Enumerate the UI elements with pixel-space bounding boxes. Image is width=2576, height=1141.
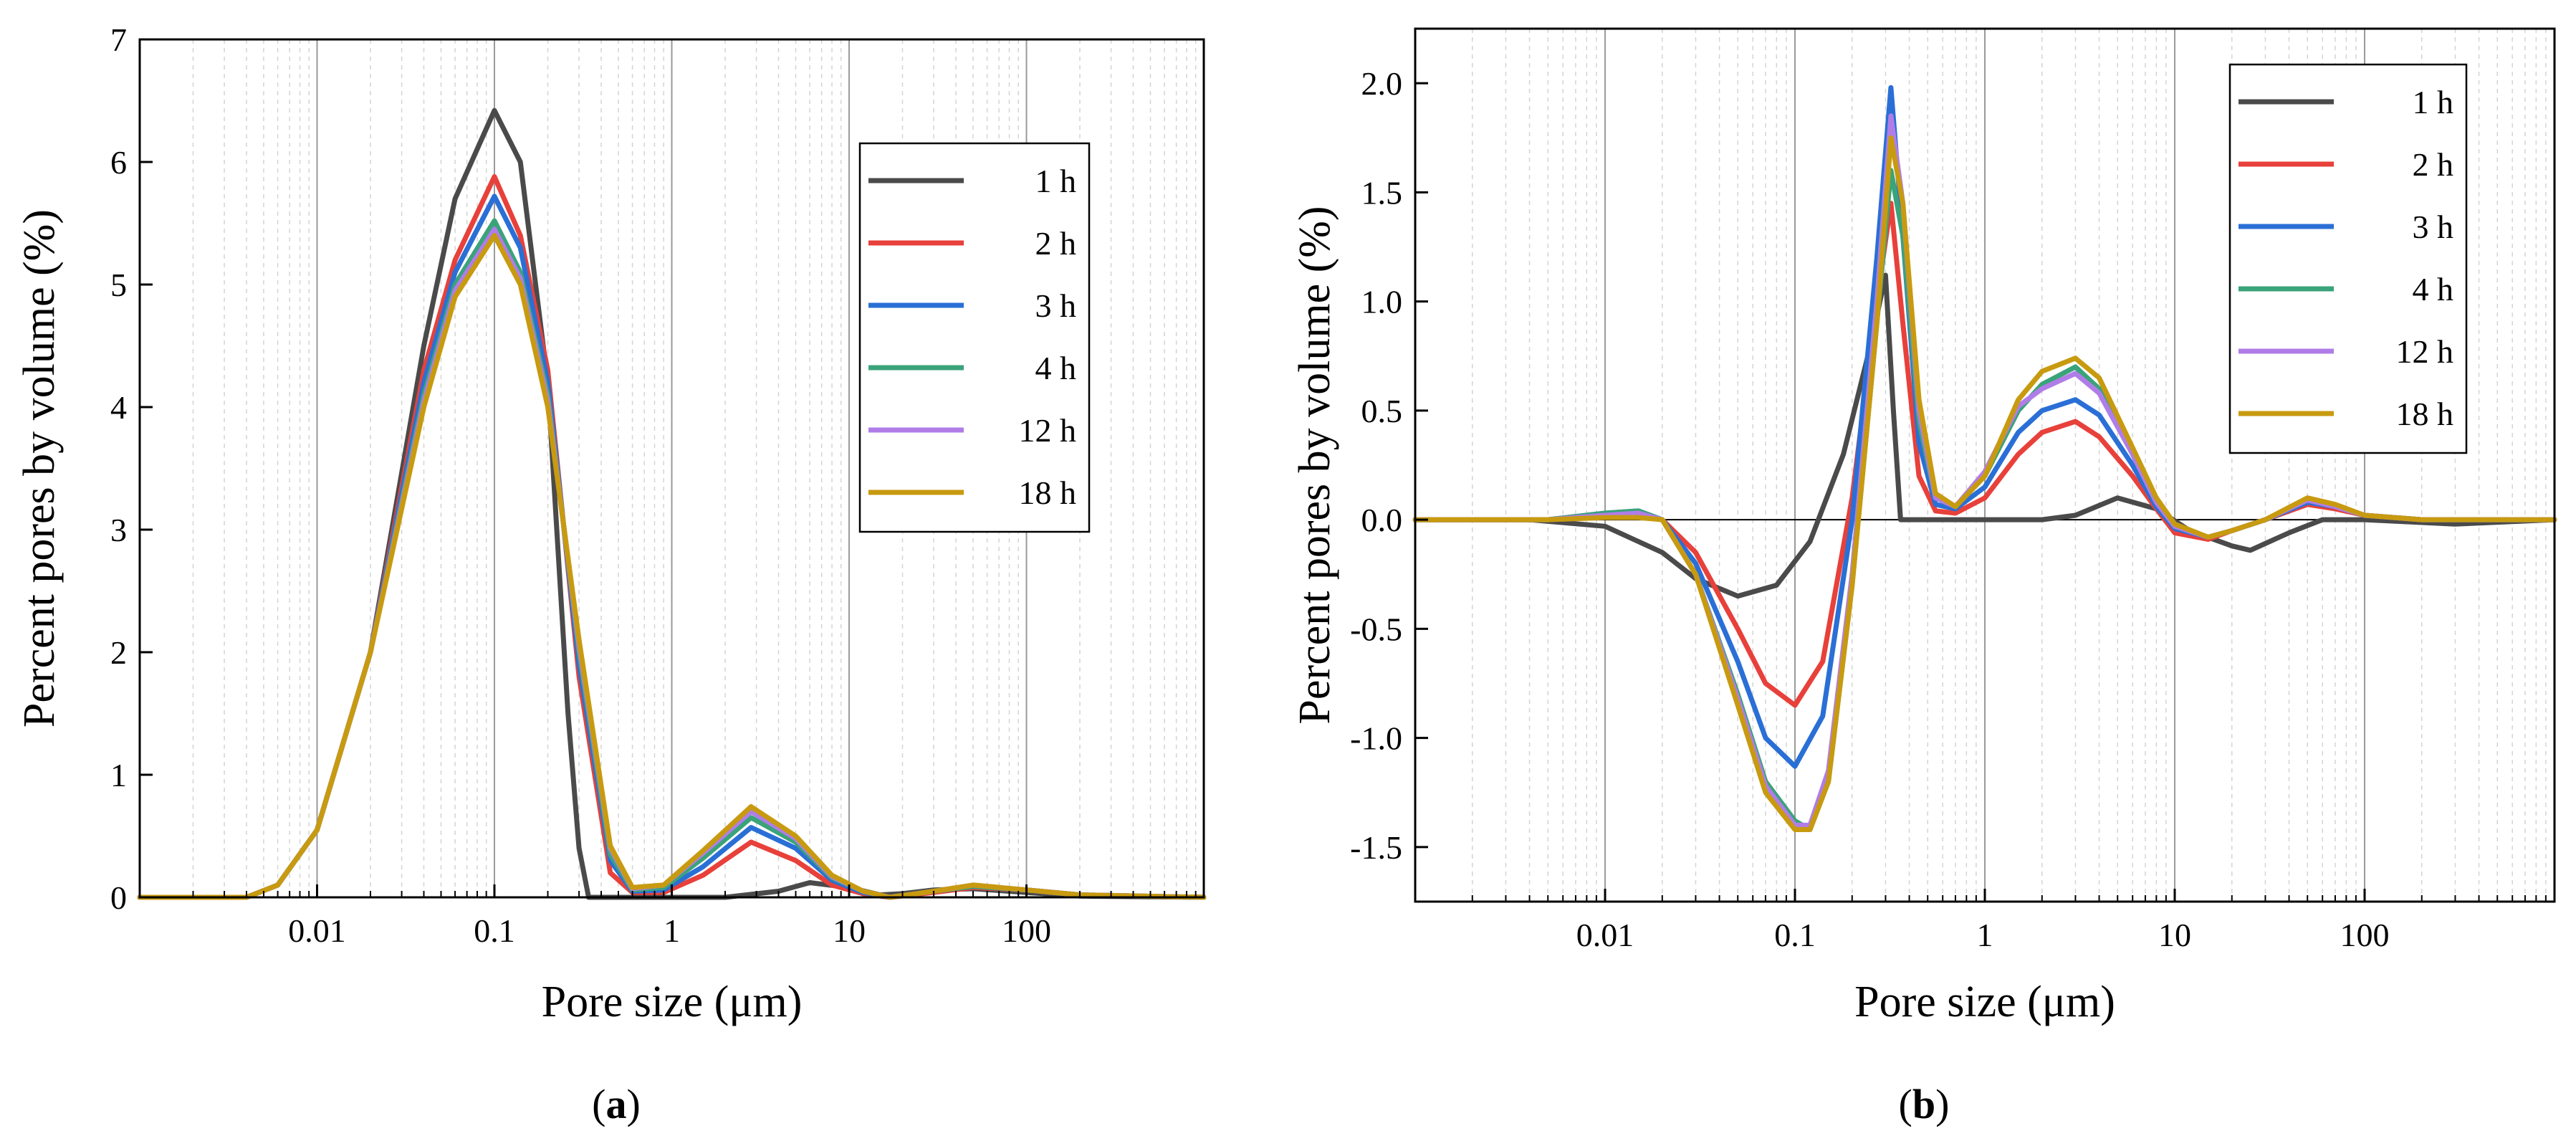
y-tick-label: 3 [110, 512, 127, 548]
x-tick-label: 100 [1002, 912, 1051, 949]
x-axis-label: Pore size (μm) [542, 978, 803, 1026]
legend-label: 18 h [2396, 396, 2454, 432]
x-tick-label: 10 [833, 912, 866, 949]
y-tick-label: 2 [110, 634, 127, 671]
legend-label: 18 h [1019, 474, 1077, 511]
y-tick-label: 0 [110, 879, 127, 916]
series-line-18h [1412, 135, 2557, 832]
y-tick-label: -0.5 [1350, 611, 1402, 647]
y-tick-label: -1.5 [1350, 829, 1402, 866]
chart-panel-a: 0.01 0.1 1 10 100 0 1 2 3 4 5 6 7 Pore size (μm) Perce… [15, 22, 1207, 1127]
y-tick-label: 1.5 [1361, 174, 1403, 211]
legend-box [858, 142, 1091, 533]
legend-box [2228, 63, 2468, 454]
legend-label: 4 h [1035, 350, 1077, 386]
legend-label: 12 h [1019, 412, 1077, 449]
y-tick-label: 6 [110, 144, 127, 181]
y-tick-label: 5 [110, 267, 127, 303]
legend-label: 4 h [2413, 271, 2454, 307]
x-axis-label: Pore size (μm) [1854, 978, 2115, 1026]
legend-label: 12 h [2396, 333, 2454, 370]
y-tick-label: 4 [110, 389, 127, 426]
legend-label: 2 h [1035, 225, 1077, 262]
series-line-1h [1412, 272, 2557, 599]
legend-label: 3 h [2413, 209, 2454, 245]
panel-label: (a) [592, 1081, 641, 1127]
y-tick-label: 0.0 [1361, 502, 1403, 538]
y-tick-label: 0.5 [1361, 393, 1403, 429]
x-tick-label: 0.01 [1576, 917, 1634, 953]
x-tick-label: 1 [664, 912, 680, 949]
y-axis-label: Percent pores by volume (%) [1291, 206, 1339, 724]
legend-label: 2 h [2413, 146, 2454, 183]
legend-label: 3 h [1035, 287, 1077, 324]
x-tick-label: 0.1 [474, 912, 515, 949]
y-tick-label: -1.0 [1350, 720, 1402, 757]
y-axis-label: Percent pores by volume (%) [15, 209, 64, 727]
x-tick-label: 0.01 [288, 912, 346, 949]
legend-label: 1 h [2413, 84, 2454, 120]
x-tick-label: 100 [2340, 917, 2390, 953]
x-tick-label: 0.1 [1774, 917, 1816, 953]
legend-label: 1 h [1035, 163, 1077, 199]
y-tick-label: 2.0 [1361, 65, 1403, 102]
y-tick-label: 1 [110, 757, 127, 793]
y-tick-label: 1.0 [1361, 284, 1403, 320]
panel-label: (b) [1899, 1081, 1950, 1127]
chart-panel-b: 0.01 0.1 1 10 100 -1.5 -1.0 -0.5 0.0 0.5 1.0 1.5 2.0… [1291, 27, 2557, 1127]
x-tick-label: 1 [1977, 917, 1993, 953]
y-tick-label: 7 [110, 22, 127, 58]
x-tick-label: 10 [2158, 917, 2191, 953]
